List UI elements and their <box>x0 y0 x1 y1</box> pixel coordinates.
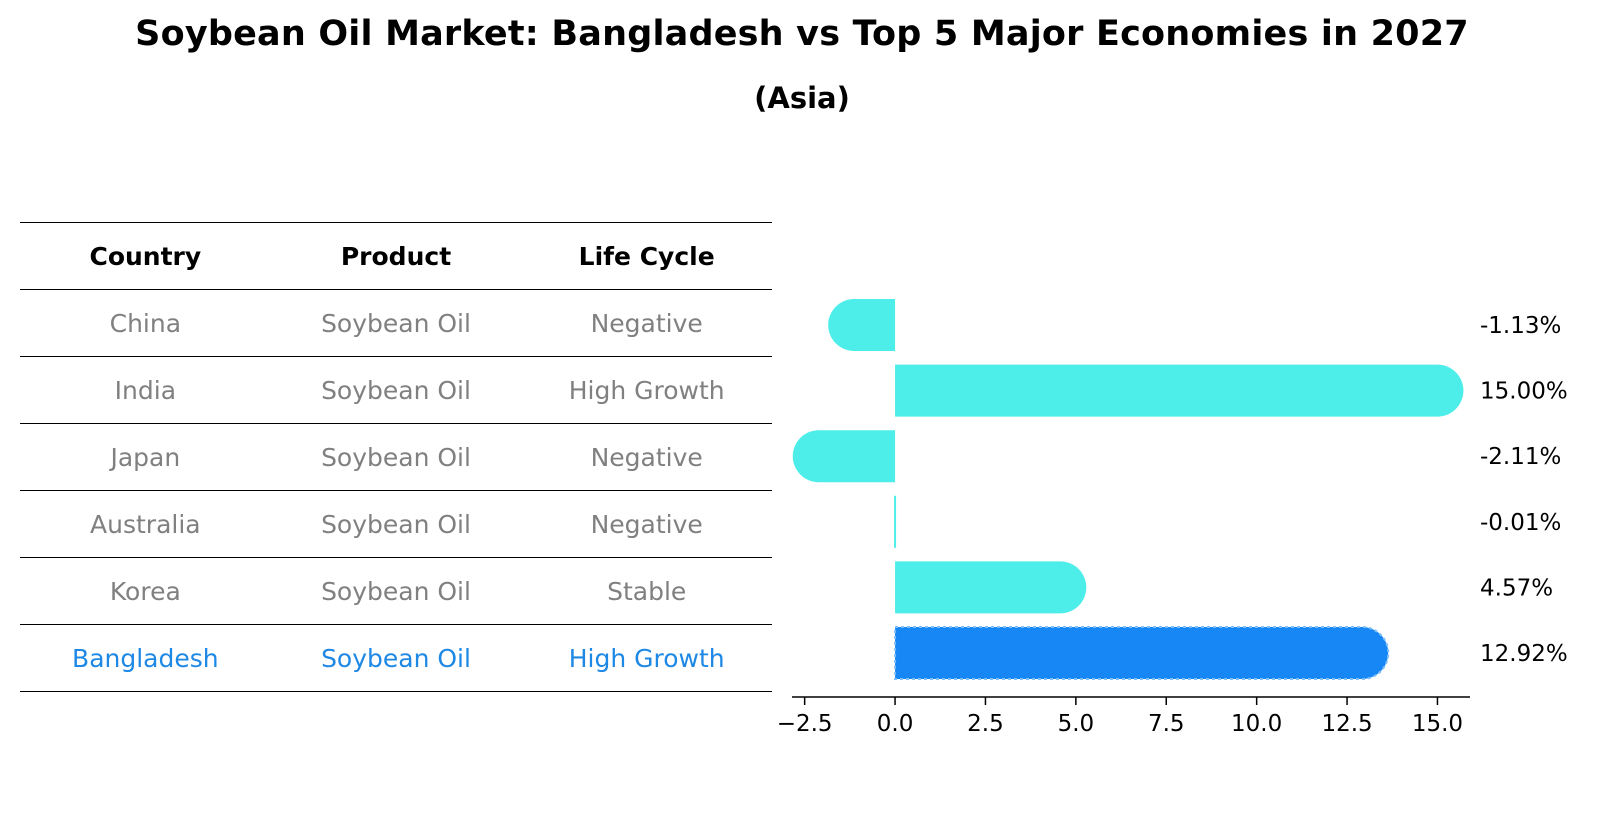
life-cycle-cell: Stable <box>607 576 687 606</box>
value-label-bangladesh: 12.92% <box>1480 641 1568 667</box>
table-row: Korea Soybean Oil Stable <box>20 558 772 625</box>
table-row: China Soybean Oil Negative <box>20 290 772 357</box>
life-cycle-cell: Negative <box>590 308 703 338</box>
value-label-japan: -2.11% <box>1480 444 1561 470</box>
bar-japan <box>792 430 896 483</box>
country-cell: Australia <box>90 509 201 539</box>
x-tick-label: 10.0 <box>1231 711 1282 737</box>
life-cycle-cell: Negative <box>590 509 703 539</box>
product-cell: Soybean Oil <box>321 576 471 606</box>
country-cell: Korea <box>109 576 181 606</box>
x-tick-label: −2.5 <box>777 711 833 737</box>
value-label-korea: 4.57% <box>1480 575 1553 601</box>
bar-korea <box>895 561 1087 614</box>
header-product: Product <box>340 241 452 271</box>
chart-subtitle: (Asia) <box>754 81 850 115</box>
x-tick-label: 5.0 <box>1058 711 1095 737</box>
market-table: Country Product Life Cycle China Soybean… <box>20 222 772 692</box>
header-life-cycle: Life Cycle <box>578 241 715 271</box>
x-tick-label: 2.5 <box>967 711 1004 737</box>
life-cycle-cell: High Growth <box>568 643 725 673</box>
table-header-row: Country Product Life Cycle <box>20 223 772 290</box>
value-label-china: -1.13% <box>1480 313 1561 339</box>
bar-australia <box>894 495 897 548</box>
header-country: Country <box>89 241 202 271</box>
x-tick-label: 15.0 <box>1412 711 1463 737</box>
country-cell: Bangladesh <box>72 643 219 673</box>
product-cell: Soybean Oil <box>321 509 471 539</box>
value-label-india: 15.00% <box>1480 379 1568 405</box>
product-cell: Soybean Oil <box>321 643 471 673</box>
product-cell: Soybean Oil <box>321 375 471 405</box>
product-cell: Soybean Oil <box>321 442 471 472</box>
chart-title: Soybean Oil Market: Bangladesh vs Top 5 … <box>135 14 1469 54</box>
product-cell: Soybean Oil <box>321 308 471 338</box>
country-cell: China <box>109 308 182 338</box>
x-tick-label: 7.5 <box>1148 711 1185 737</box>
bar-india <box>895 364 1464 417</box>
life-cycle-cell: High Growth <box>568 375 725 405</box>
table-row: India Soybean Oil High Growth <box>20 357 772 424</box>
table-row: Australia Soybean Oil Negative <box>20 491 772 558</box>
bar-china <box>828 299 896 351</box>
bar-bangladesh <box>894 626 1390 680</box>
table-row-highlighted: Bangladesh Soybean Oil High Growth <box>20 625 772 692</box>
value-label-australia: -0.01% <box>1480 510 1561 536</box>
life-cycle-cell: Negative <box>590 442 703 472</box>
x-tick-label: 0.0 <box>877 711 914 737</box>
country-cell: Japan <box>110 442 181 472</box>
x-tick-label: 12.5 <box>1321 711 1372 737</box>
table-row: Japan Soybean Oil Negative <box>20 424 772 491</box>
country-cell: India <box>114 375 177 405</box>
